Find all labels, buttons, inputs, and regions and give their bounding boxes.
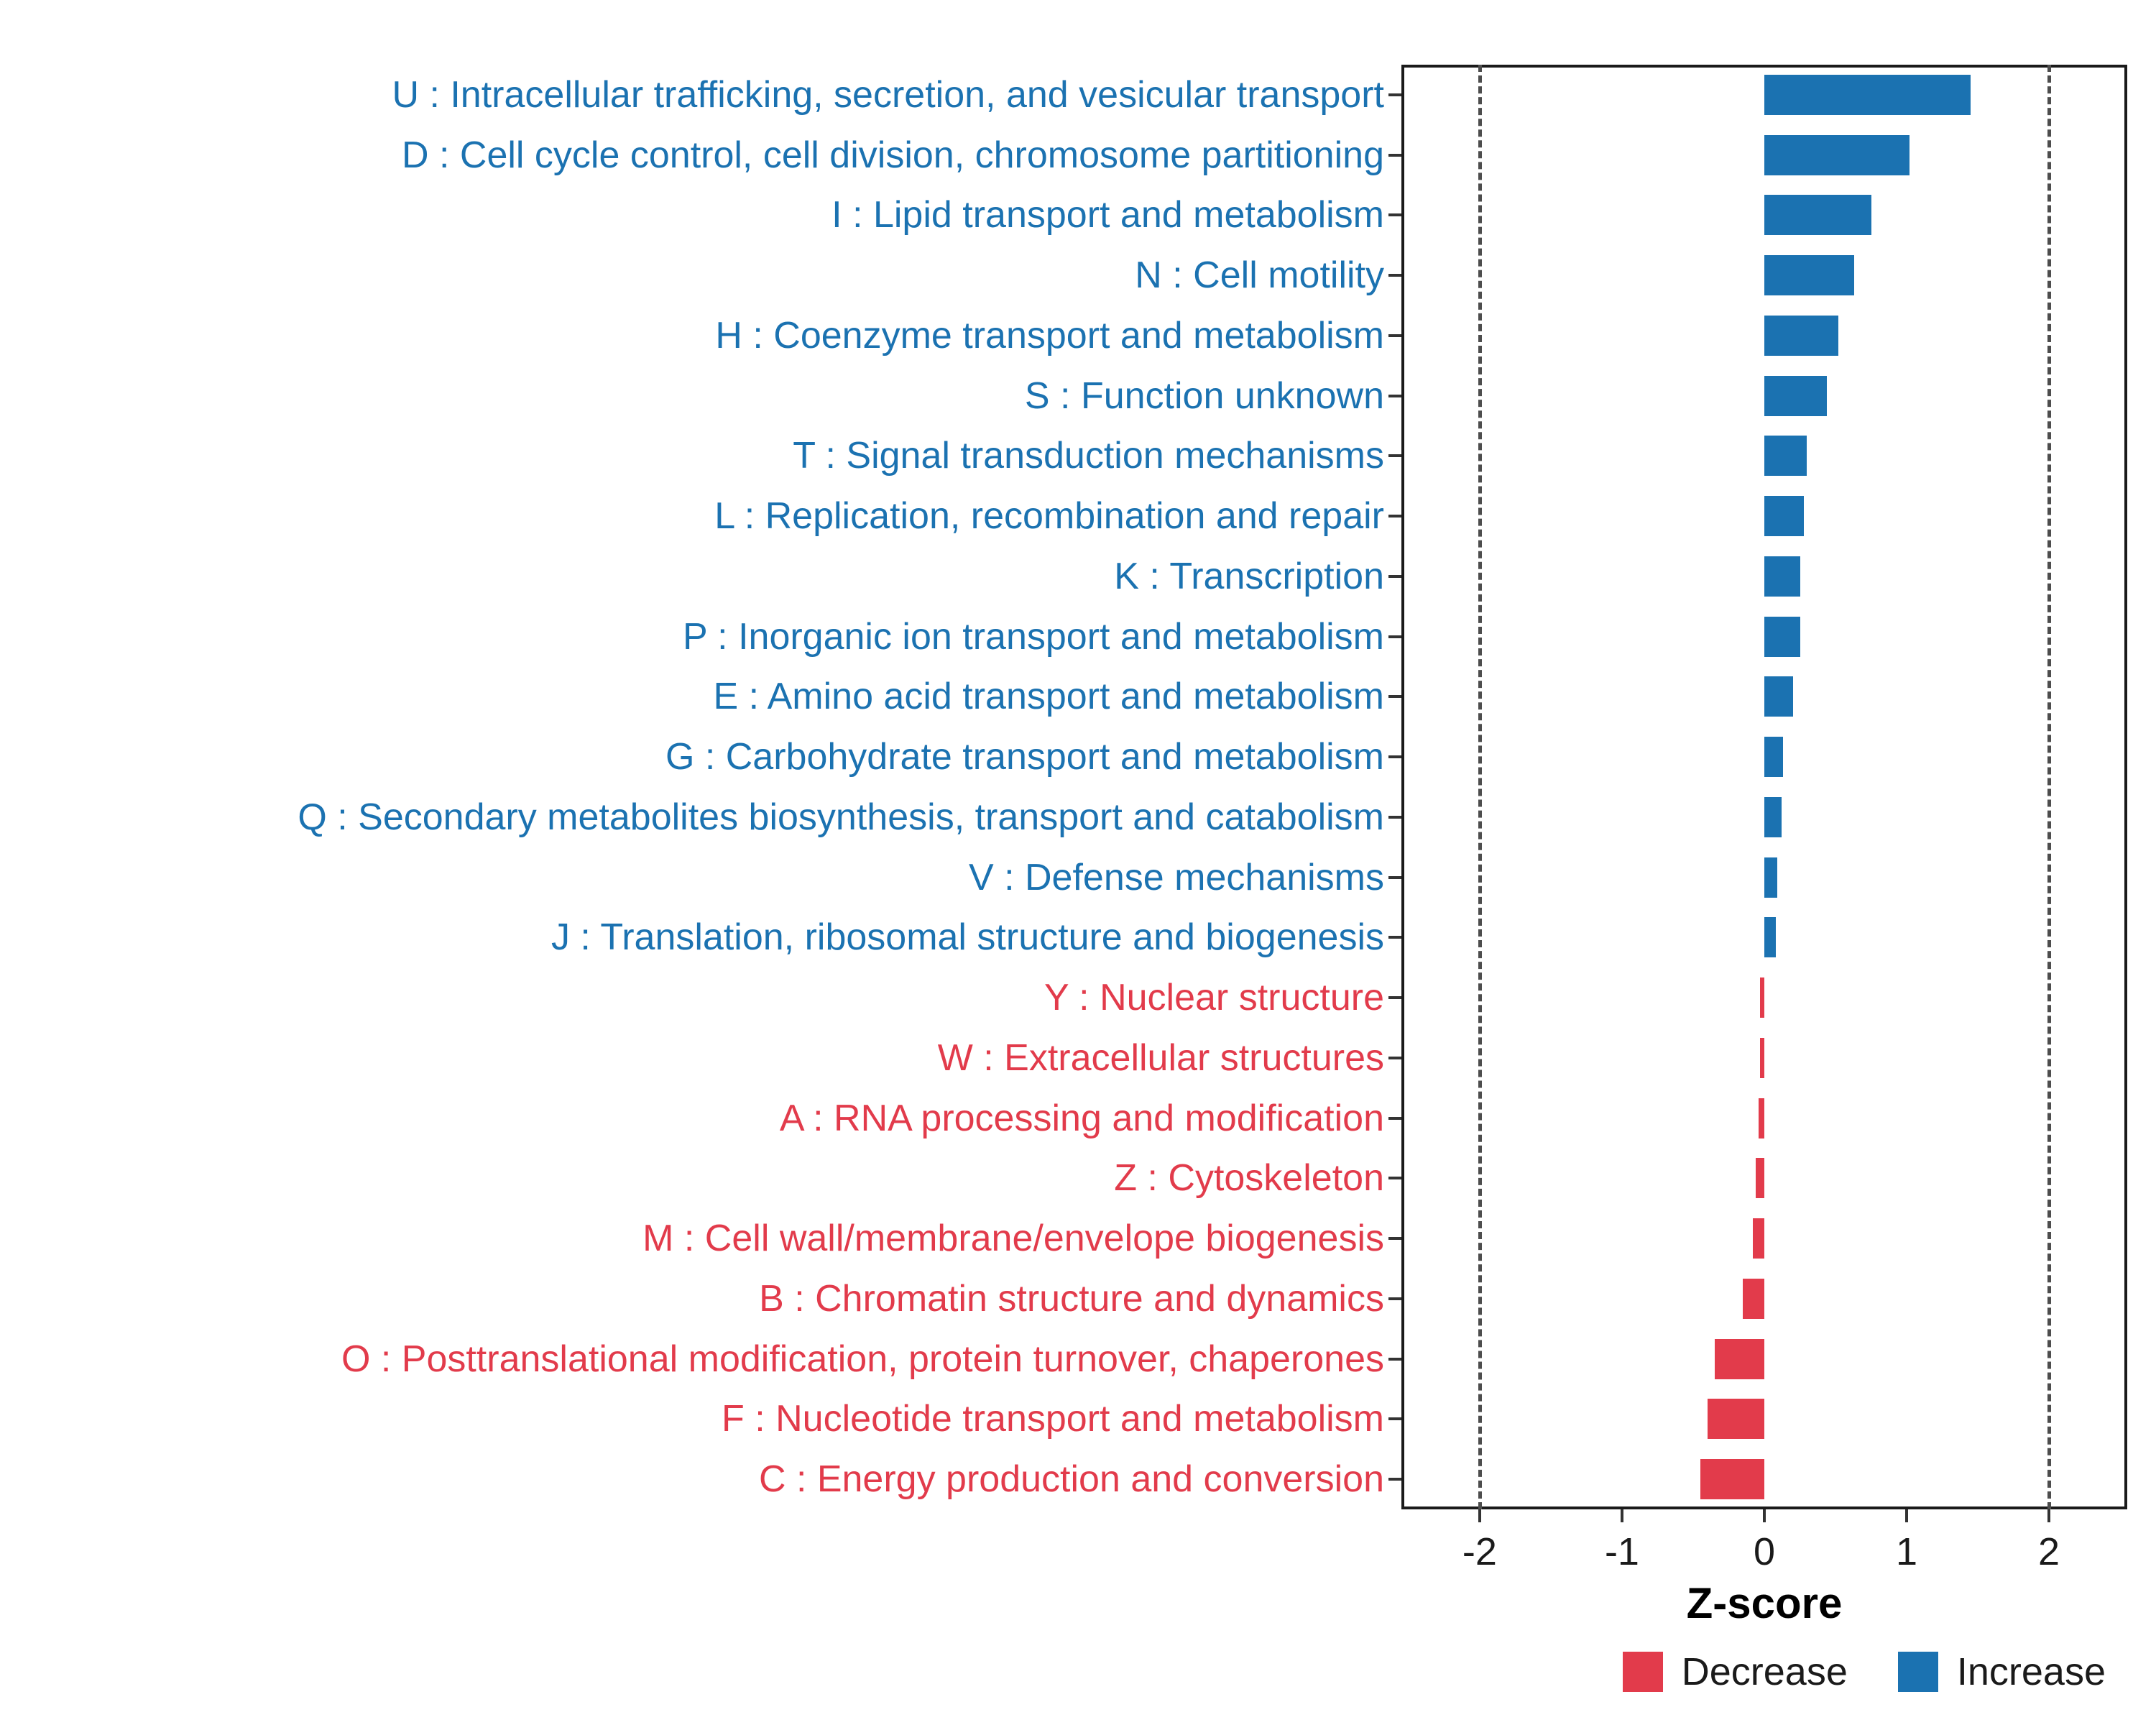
y-tick-mark [1388, 1357, 1401, 1361]
bar [1764, 436, 1807, 477]
category-label: Z : Cytoskeleton [1114, 1157, 1384, 1200]
category-label: O : Posttranslational modification, prot… [341, 1338, 1384, 1380]
category-label: H : Coenzyme transport and metabolism [715, 314, 1384, 356]
legend-swatch-increase [1897, 1652, 1938, 1692]
category-label: A : RNA processing and modification [779, 1097, 1384, 1139]
category-label: D : Cell cycle control, cell division, c… [402, 134, 1384, 176]
x-tick-label: -1 [1604, 1530, 1639, 1573]
bar [1764, 375, 1828, 416]
category-label: G : Carbohydrate transport and metabolis… [665, 736, 1384, 778]
bar [1714, 1338, 1764, 1379]
bar [1764, 857, 1777, 898]
category-label: L : Replication, recombination and repai… [714, 495, 1384, 538]
bar [1760, 978, 1764, 1018]
reference-line [2047, 65, 2052, 1509]
y-tick-mark [1388, 875, 1401, 879]
y-tick-mark [1388, 1177, 1401, 1180]
bar [1764, 616, 1800, 657]
y-tick-mark [1388, 996, 1401, 1000]
x-tick-mark [1620, 1509, 1623, 1522]
y-tick-mark [1388, 1297, 1401, 1300]
y-tick-mark [1388, 1417, 1401, 1421]
category-label: I : Lipid transport and metabolism [831, 194, 1384, 236]
category-label: T : Signal transduction mechanisms [793, 435, 1384, 477]
y-tick-mark [1388, 334, 1401, 337]
category-label: E : Amino acid transport and metabolism [713, 676, 1384, 718]
bar [1764, 917, 1776, 958]
bar [1764, 796, 1782, 837]
x-axis-title: Z-score [1686, 1579, 1843, 1627]
y-tick-mark [1388, 515, 1401, 518]
category-label: U : Intracellular trafficking, secretion… [392, 73, 1384, 116]
bar [1764, 496, 1805, 537]
legend: Decrease Increase [1622, 1650, 2106, 1694]
plot-panel [1401, 65, 2127, 1509]
y-tick-mark [1388, 695, 1401, 699]
category-label: Q : Secondary metabolites biosynthesis, … [298, 796, 1384, 838]
y-tick-mark [1388, 274, 1401, 277]
x-tick-label: 1 [1896, 1530, 1918, 1573]
x-tick-label: 2 [2038, 1530, 2060, 1573]
bar [1764, 676, 1793, 717]
y-tick-mark [1388, 1237, 1401, 1241]
y-tick-mark [1388, 574, 1401, 578]
category-label: F : Nucleotide transport and metabolism [722, 1398, 1384, 1440]
bar [1743, 1278, 1764, 1319]
bar [1764, 74, 1971, 115]
y-tick-mark [1388, 1056, 1401, 1059]
category-label: P : Inorganic ion transport and metaboli… [682, 615, 1384, 658]
x-tick-mark [1478, 1509, 1481, 1522]
y-tick-mark [1388, 815, 1401, 819]
y-tick-mark [1388, 454, 1401, 458]
x-tick-mark [2047, 1509, 2051, 1522]
y-tick-mark [1388, 635, 1401, 638]
reference-line [1478, 65, 1482, 1509]
legend-label: Increase [1956, 1650, 2106, 1693]
category-label: B : Chromatin structure and dynamics [759, 1277, 1384, 1320]
legend-item-increase: Increase [1897, 1650, 2106, 1694]
category-label: J : Translation, ribosomal structure and… [550, 916, 1384, 959]
y-tick-mark [1388, 1116, 1401, 1120]
y-tick-mark [1388, 213, 1401, 217]
bar [1753, 1218, 1764, 1259]
legend-item-decrease: Decrease [1622, 1650, 1848, 1694]
category-label: C : Energy production and conversion [758, 1458, 1384, 1501]
category-label: Y : Nuclear structure [1044, 977, 1384, 1019]
bar [1764, 556, 1800, 597]
x-tick-label: 0 [1753, 1530, 1776, 1573]
bar [1759, 1098, 1764, 1138]
bar [1707, 1399, 1764, 1440]
legend-swatch-decrease [1622, 1652, 1663, 1692]
x-tick-mark [1763, 1509, 1766, 1522]
category-label: N : Cell motility [1135, 254, 1384, 297]
category-label: V : Defense mechanisms [968, 856, 1384, 898]
category-label: S : Function unknown [1024, 374, 1384, 417]
y-tick-mark [1388, 153, 1401, 157]
bar [1764, 255, 1854, 296]
bar [1760, 1037, 1764, 1078]
bar [1700, 1459, 1764, 1500]
category-label: M : Cell wall/membrane/envelope biogenes… [642, 1218, 1384, 1260]
y-tick-mark [1388, 394, 1401, 397]
bar [1764, 195, 1871, 236]
y-tick-mark [1388, 755, 1401, 759]
y-tick-mark [1388, 1478, 1401, 1481]
y-tick-mark [1388, 936, 1401, 939]
bar [1756, 1158, 1764, 1199]
bar [1764, 134, 1909, 175]
bar [1764, 737, 1783, 778]
y-tick-mark [1388, 93, 1401, 96]
category-label: K : Transcription [1114, 555, 1384, 597]
bar [1764, 315, 1838, 356]
legend-label: Decrease [1681, 1650, 1848, 1693]
category-label: W : Extracellular structures [937, 1036, 1384, 1079]
x-tick-label: -2 [1462, 1530, 1497, 1573]
x-tick-mark [1905, 1509, 1909, 1522]
